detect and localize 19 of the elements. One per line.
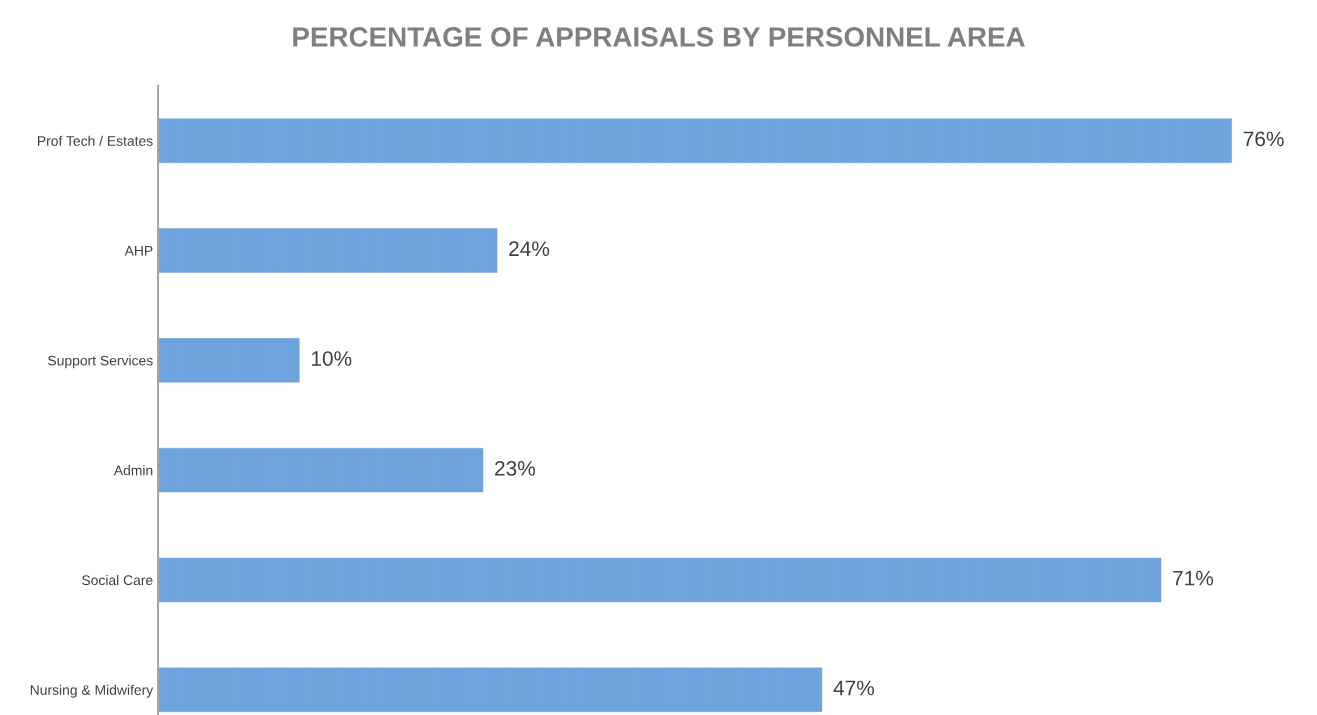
bar	[158, 338, 300, 383]
y-tick-label: Prof Tech / Estates	[38, 135, 153, 146]
data-label: 10%	[312, 351, 352, 366]
y-tick-label: Support Services	[48, 355, 153, 369]
data-label: 47%	[833, 680, 875, 696]
bar	[158, 228, 498, 273]
y-tick-label: Nursing & Midwifery	[30, 684, 154, 698]
bar	[158, 447, 484, 493]
data-label: 71%	[1173, 570, 1214, 586]
bar	[158, 557, 1162, 603]
data-label: 76%	[1243, 131, 1284, 147]
bar	[158, 118, 1232, 163]
data-label: 24%	[509, 241, 550, 257]
y-tick-label: Admin	[113, 465, 153, 476]
data-label: 23%	[495, 460, 535, 476]
chart-title: PERCENTAGE OF APPRAISALS BY PERSONNEL AREA	[293, 27, 1025, 47]
y-tick-label: Social Care	[82, 574, 153, 586]
bar	[158, 667, 823, 712]
y-tick-label: AHP	[124, 245, 153, 256]
